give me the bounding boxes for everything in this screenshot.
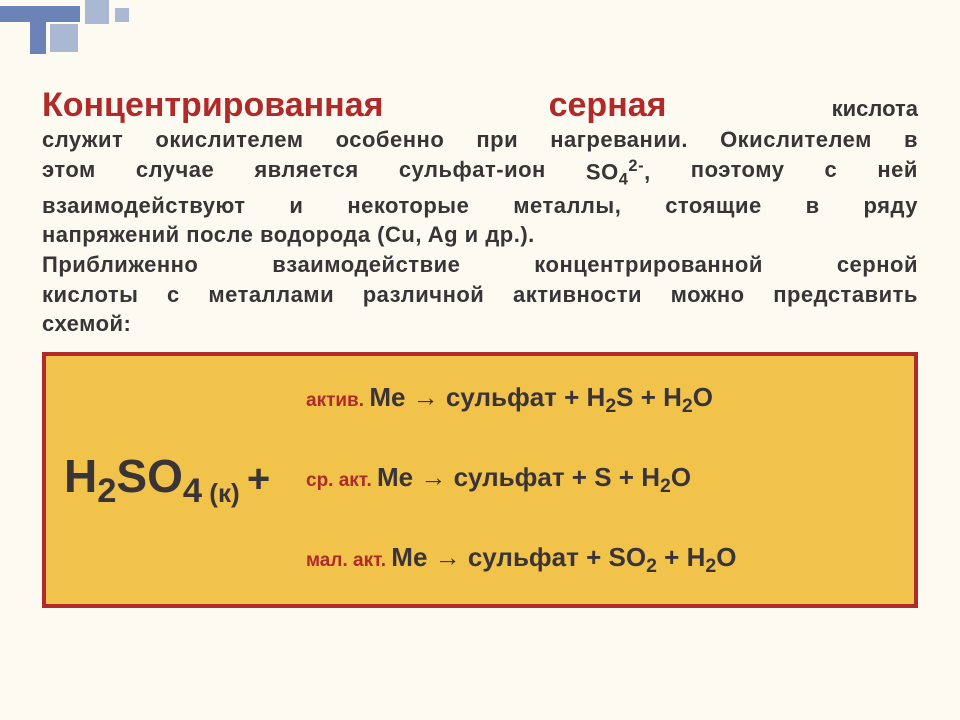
reaction-scheme: H2SO4 (к) + актив. Me → сульфат + H2S + …	[42, 352, 918, 608]
title-rest: кислота	[832, 96, 918, 122]
corner-decoration	[0, 0, 140, 60]
title-word-1: Концентрированная	[42, 86, 383, 125]
para2-line3: схемой:	[42, 309, 918, 339]
title-line: Концентрированная серная кислота	[42, 86, 918, 125]
para1-line4: напряжений после водорода (Cu, Ag и др.)…	[42, 220, 918, 250]
reaction-low: мал. акт. Me → сульфат + SO2 + H2O	[306, 542, 894, 578]
para2-line1: Приближенновзаимодействиеконцентрированн…	[42, 250, 918, 280]
title-word-2: серная	[549, 86, 667, 125]
reaction-list: актив. Me → сульфат + H2S + H2O ср. акт.…	[306, 382, 914, 579]
reaction-active: актив. Me → сульфат + H2S + H2O	[306, 382, 894, 418]
h2so4-formula: H2SO4 (к) +	[64, 449, 270, 511]
reaction-medium: ср. акт. Me → сульфат + S + H2O	[306, 462, 894, 498]
para2-line2: кислотысметалламиразличнойактивностиможн…	[42, 280, 918, 310]
para1-line2: этомслучаеявляется сульфат-ион SO42-, по…	[42, 155, 918, 191]
formula-left: H2SO4 (к) +	[46, 449, 306, 511]
para1-line1: служитокислителемособеннопринагревании.О…	[42, 125, 918, 155]
slide-content: Концентрированная серная кислота служито…	[42, 86, 918, 339]
para1-line3: взаимодействуютинекоторыеметаллы,стоящие…	[42, 191, 918, 221]
